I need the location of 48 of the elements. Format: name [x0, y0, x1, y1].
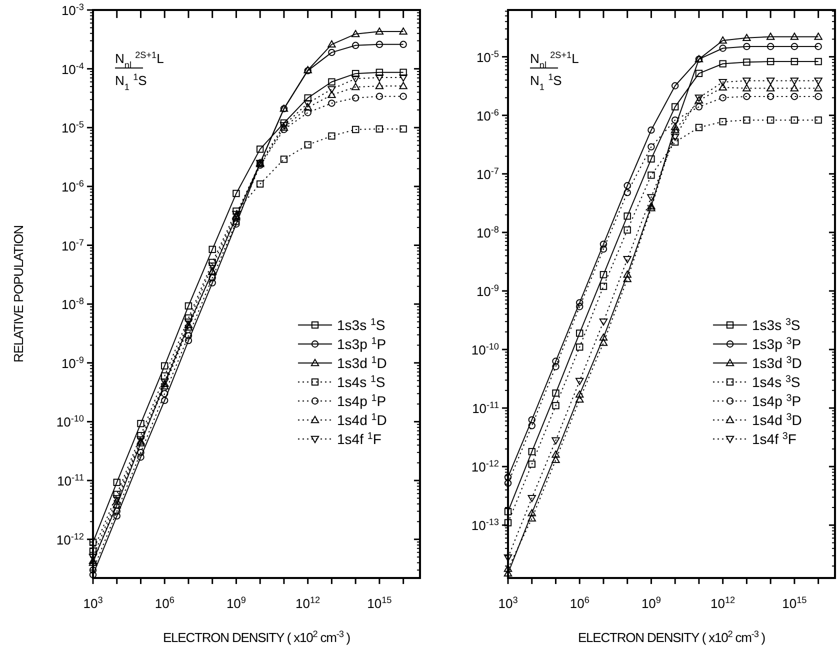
legend-label: 1s3p $^{3}$P [752, 336, 802, 352]
y-tick-label: 10$^{-8}$ [476, 224, 499, 240]
y-tick-label: 10$^{-9}$ [476, 282, 499, 299]
legend-label: 1s3s $^{1}$S [337, 316, 386, 333]
x-axis-title: ELECTRON DENSITY ( x10$^{2}$ cm$^{-3}$ ) [578, 629, 766, 645]
y-tick-label: 10$^{-6}$ [476, 107, 499, 124]
y-tick-label: 10$^{-6}$ [61, 178, 84, 194]
y-tick-label: 10$^{-8}$ [61, 296, 84, 312]
y-tick-label: 10$^{-13}$ [471, 517, 499, 534]
y-tick-label: 10$^{-3}$ [61, 2, 84, 18]
y-tick-label: 10$^{-9}$ [61, 354, 84, 371]
legend-label: 1s4p $^{1}$P [337, 392, 386, 409]
x-tick-label: 10$^{12}$ [296, 595, 320, 611]
legend-label: 1s3d $^{3}$D [752, 354, 802, 371]
legend-label: 1s4p $^{3}$P [752, 392, 802, 409]
x-tick-label: 10$^{3}$ [83, 595, 103, 611]
annotation: N$_{1}$ $^{1}$S [530, 72, 562, 92]
legend-label: 1s3d $^{1}$D [337, 354, 387, 371]
y-tick-label: 10$^{-5}$ [476, 48, 499, 65]
legend-label: 1s4d $^{3}$D [752, 412, 802, 428]
y-tick-label: 10$^{-10}$ [56, 414, 84, 430]
x-tick-label: 10$^{15}$ [367, 595, 392, 611]
legend-label: 1s4s $^{1}$S [337, 374, 386, 390]
x-tick-label: 10$^{15}$ [782, 595, 807, 611]
legend-label: 1s4s $^{3}$S [752, 374, 800, 390]
legend-label: 1s3s $^{3}$S [752, 316, 800, 333]
y-tick-label: 10$^{-11}$ [472, 400, 499, 416]
x-tick-label: 10$^{12}$ [710, 595, 736, 611]
y-tick-label: 10$^{-5}$ [61, 120, 84, 136]
x-tick-label: 10$^{6}$ [154, 595, 174, 611]
y-tick-label: 10$^{-12}$ [471, 458, 499, 475]
y-tick-label: 10$^{-7}$ [476, 166, 499, 182]
legend-label: 1s3p $^{1}$P [337, 336, 386, 352]
y-axis-title: RELATIVE POPULATION [11, 225, 26, 362]
y-tick-label: 10$^{-10}$ [471, 342, 499, 358]
y-tick-label: 10$^{-7}$ [61, 237, 84, 254]
x-tick-label: 10$^{9}$ [226, 595, 246, 611]
x-tick-label: 10$^{9}$ [641, 595, 661, 611]
x-tick-label: 10$^{6}$ [570, 595, 590, 611]
x-axis-title: ELECTRON DENSITY ( x10$^{2}$ cm$^{-3}$ ) [162, 629, 350, 645]
legend-label: 1s4f $^{1}$F [337, 430, 382, 447]
annotation: N$_{1}$ $^{1}$S [115, 72, 148, 92]
x-tick-label: 10$^{3}$ [498, 595, 518, 611]
y-tick-label: 10$^{-4}$ [61, 60, 84, 77]
legend-label: 1s4f $^{3}$F [752, 430, 796, 447]
legend-label: 1s4d $^{1}$D [337, 412, 387, 428]
y-tick-label: 10$^{-12}$ [56, 531, 84, 548]
y-tick-label: 10$^{-11}$ [57, 472, 84, 489]
